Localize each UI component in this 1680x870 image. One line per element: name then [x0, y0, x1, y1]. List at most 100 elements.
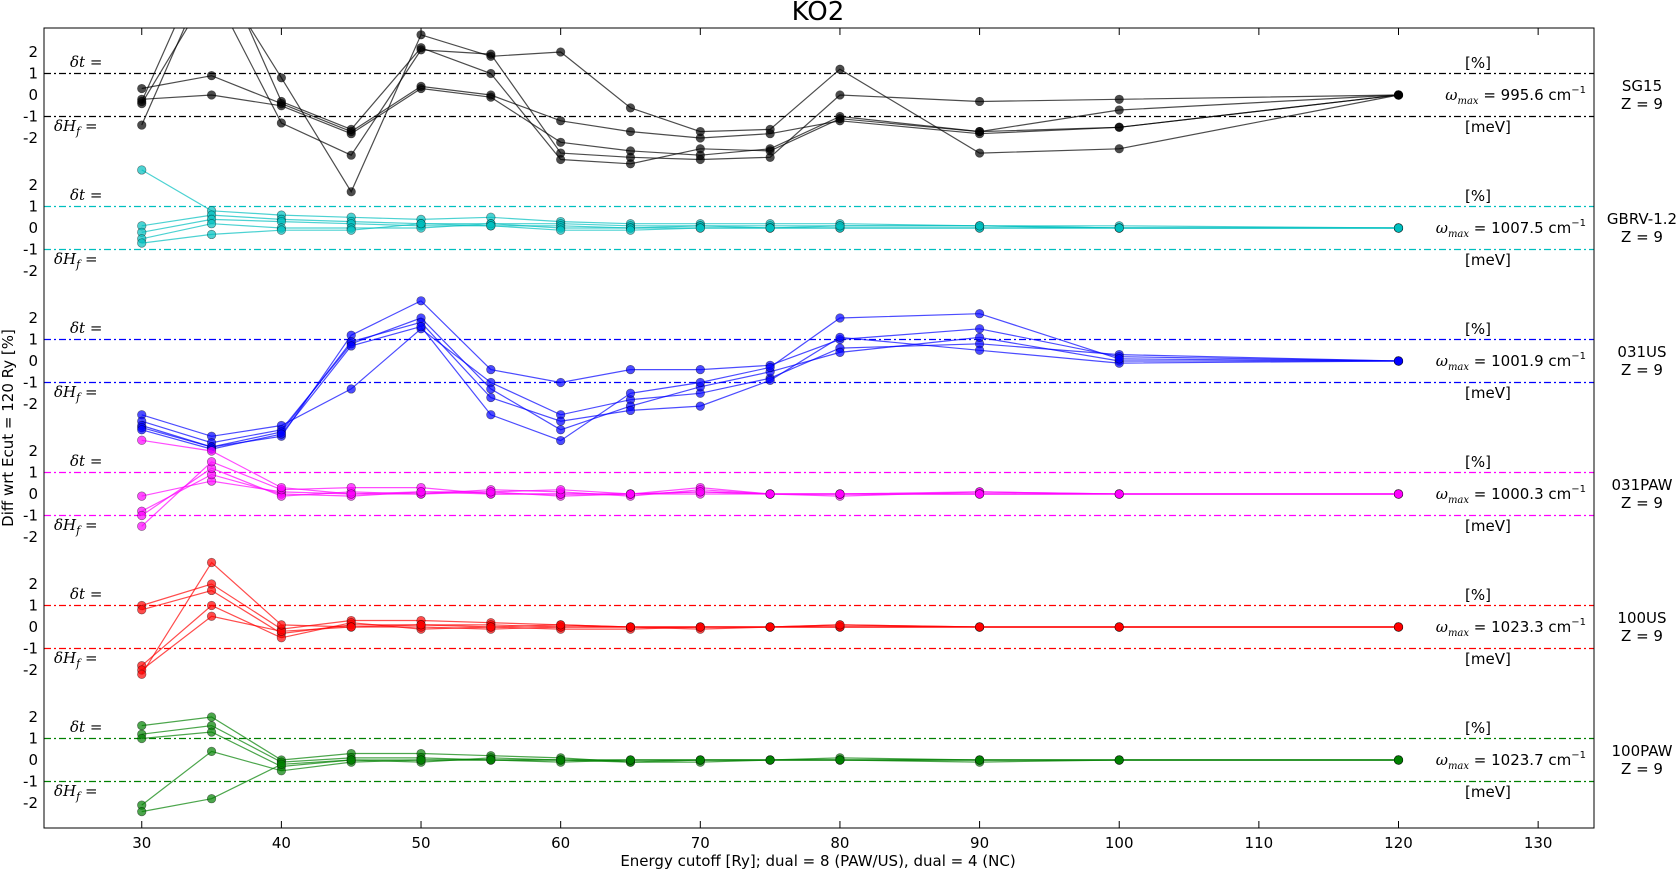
data-point	[206, 90, 217, 100]
data-point	[695, 487, 705, 497]
x-tick-label: 110	[1245, 834, 1274, 852]
series-line	[141, 75, 1399, 139]
data-point	[137, 510, 147, 521]
data-point	[276, 620, 286, 630]
series-line	[141, 716, 1399, 763]
series-line	[141, 223, 1399, 244]
series-name-label: 031US	[1617, 343, 1666, 361]
data-point	[137, 521, 147, 531]
plot-area: 2 1 0 -1 -2 δt = δHf = [%] [meV] ωmax = 995.6 cm−…	[23, 28, 1677, 852]
data-point	[695, 365, 705, 375]
data-point	[137, 83, 147, 94]
data-point	[695, 755, 705, 765]
data-point	[137, 806, 147, 817]
data-point	[206, 557, 217, 568]
data-point	[486, 365, 496, 375]
data-point	[416, 322, 426, 332]
data-point	[765, 755, 775, 765]
series-name-label: GBRV-1.2	[1607, 210, 1677, 228]
y-tick-label: -1	[23, 108, 38, 126]
data-point	[1114, 755, 1124, 765]
y-tick-label: 0	[28, 219, 38, 237]
delta-t-label: δt =	[70, 53, 102, 71]
data-point	[1114, 223, 1124, 233]
data-point	[765, 622, 775, 632]
data-point	[416, 83, 426, 94]
series-line	[141, 223, 1399, 240]
delta-hf-label: δHf =	[54, 516, 98, 537]
data-point	[765, 124, 775, 134]
data-point	[416, 219, 426, 229]
data-point	[137, 120, 147, 130]
data-point	[276, 73, 286, 83]
x-tick-label: 40	[272, 834, 291, 852]
y-tick-label: 0	[28, 352, 38, 370]
x-tick-label: 90	[970, 834, 989, 852]
delta-t-label: δt =	[70, 718, 102, 736]
data-point	[486, 51, 496, 61]
y-tick-label: 2	[28, 176, 38, 194]
data-point	[1393, 622, 1404, 632]
percent-label: [%]	[1465, 320, 1491, 338]
mev-label: [meV]	[1465, 251, 1511, 269]
data-point	[1393, 489, 1404, 499]
percent-label: [%]	[1465, 54, 1491, 72]
data-point	[416, 487, 426, 497]
data-point	[695, 622, 705, 632]
y-tick-label: 2	[28, 43, 38, 61]
y-tick-label: 1	[28, 331, 38, 349]
data-point	[1114, 105, 1124, 115]
percent-label: [%]	[1465, 187, 1491, 205]
data-point	[974, 309, 985, 319]
data-point	[137, 669, 147, 679]
data-point	[206, 712, 217, 722]
y-tick-label: 2	[28, 708, 38, 726]
data-point	[556, 755, 566, 765]
series-line	[141, 759, 1399, 813]
series-line	[141, 604, 1399, 667]
data-point	[625, 622, 636, 632]
data-point	[346, 755, 356, 765]
delta-hf-label: δHf =	[54, 117, 98, 138]
data-point	[276, 759, 286, 769]
series-line	[141, 561, 1399, 675]
data-point	[835, 90, 845, 100]
data-point	[276, 482, 286, 493]
omega-max-label: ωmax = 1023.7 cm−1	[1436, 750, 1586, 772]
x-tick-label: 130	[1524, 834, 1553, 852]
data-point	[1393, 90, 1404, 100]
data-point	[974, 126, 985, 137]
data-point	[695, 126, 705, 137]
data-point	[276, 118, 286, 128]
data-point	[974, 755, 985, 765]
omega-max-label: ωmax = 1000.3 cm−1	[1436, 484, 1586, 506]
y-tick-label: 0	[28, 618, 38, 636]
data-point	[556, 435, 566, 446]
data-point	[486, 487, 496, 497]
data-point	[486, 68, 496, 79]
data-point	[206, 746, 217, 757]
data-point	[486, 622, 496, 632]
data-point	[625, 405, 636, 416]
data-point	[974, 148, 985, 158]
data-point	[625, 388, 636, 398]
data-point	[765, 146, 775, 156]
data-point	[206, 229, 217, 240]
data-point	[974, 345, 985, 355]
series-z-label: Z = 9	[1621, 760, 1663, 778]
data-point	[835, 64, 845, 74]
data-point	[486, 221, 496, 231]
data-point	[137, 720, 147, 731]
data-point	[695, 401, 705, 411]
mev-label: [meV]	[1465, 517, 1511, 535]
data-point	[1114, 94, 1124, 104]
data-point	[625, 225, 636, 235]
series-line	[141, 583, 1399, 630]
y-tick-label: -2	[23, 129, 38, 147]
omega-max-label: ωmax = 1023.3 cm−1	[1436, 617, 1586, 639]
series-name-label: 031PAW	[1612, 476, 1673, 494]
delta-hf-label: δHf =	[54, 782, 98, 803]
series-name-label: 100US	[1617, 609, 1666, 627]
series-line	[141, 321, 1399, 448]
